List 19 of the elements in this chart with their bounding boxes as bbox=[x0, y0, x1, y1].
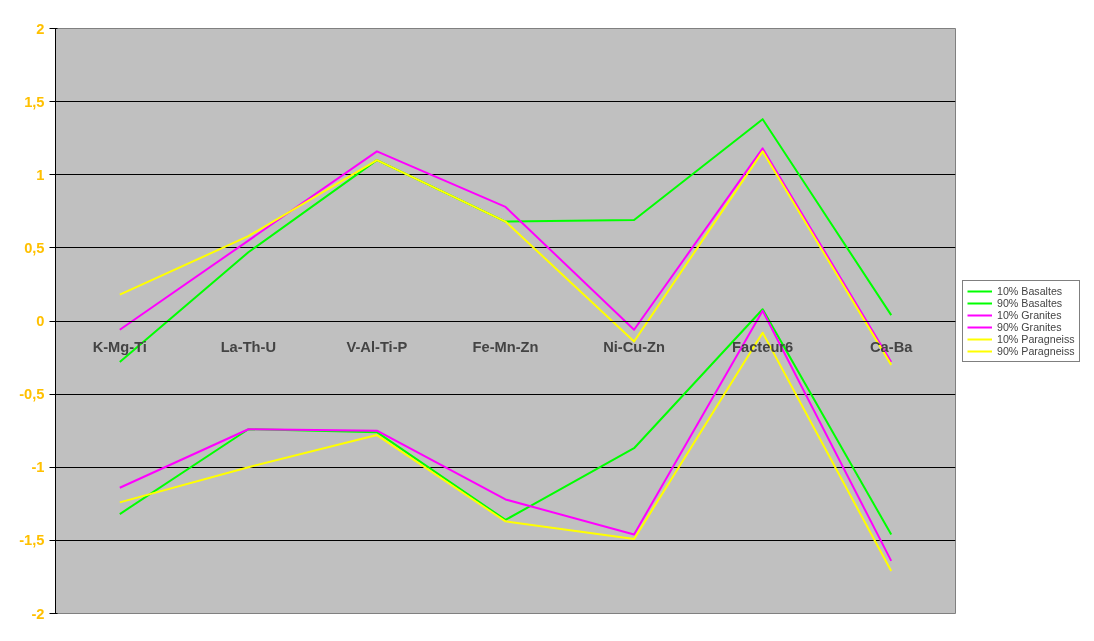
y-tick-label: -2 bbox=[31, 605, 45, 622]
y-tick-label: 1,5 bbox=[24, 93, 45, 110]
x-tick-label: Fe-Mn-Zn bbox=[472, 339, 539, 355]
y-tick-label: 0 bbox=[36, 313, 45, 329]
legend-label: 90% Paragneiss bbox=[997, 344, 1075, 357]
legend-label: 10% Paragneiss bbox=[997, 332, 1075, 345]
y-tick-label: -0,5 bbox=[19, 386, 45, 403]
y-tick-label: 0,5 bbox=[24, 239, 45, 256]
x-tick-label: Ni-Cu-Zn bbox=[603, 339, 666, 355]
legend-label: 90% Granites bbox=[997, 320, 1062, 333]
y-tick-label: -1 bbox=[31, 459, 45, 476]
x-tick-label: La-Th-U bbox=[220, 339, 277, 355]
y-tick-label: 2 bbox=[36, 20, 45, 37]
legend-label: 90% Basaltes bbox=[997, 296, 1063, 309]
y-tick-label: -1,5 bbox=[19, 532, 45, 549]
y-tick-label: 1 bbox=[36, 166, 45, 183]
x-tick-label: V-Al-Ti-P bbox=[346, 339, 408, 355]
legend-label: 10% Basaltes bbox=[997, 284, 1063, 297]
legend-label: 10% Granites bbox=[997, 308, 1062, 321]
